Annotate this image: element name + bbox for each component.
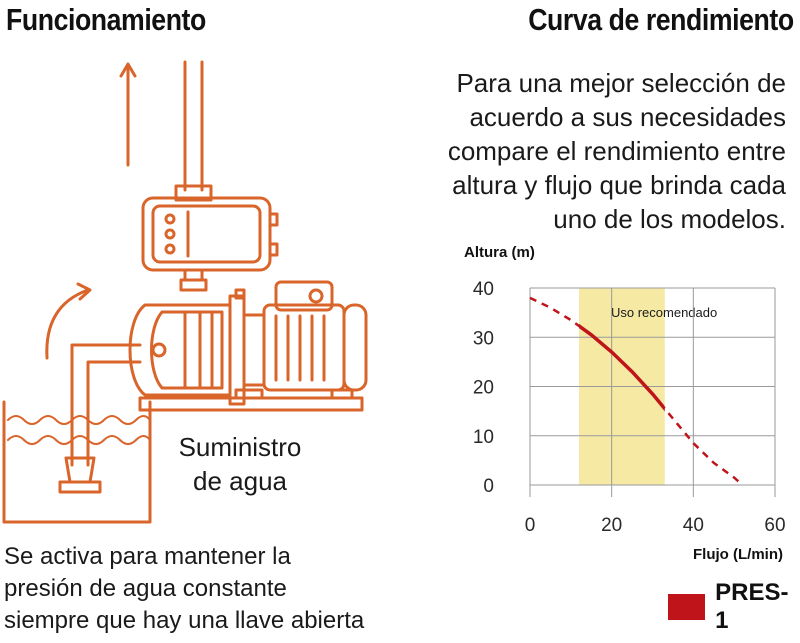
x-axis-label: Flujo (L/min) — [693, 546, 783, 563]
y-tick-label: 20 — [473, 378, 494, 399]
water-supply-label: Suministro de agua — [170, 430, 310, 498]
intro-line: Para una mejor selección de — [456, 68, 786, 98]
x-tick-label: 20 — [601, 515, 622, 536]
section-title-curva: Curva de rendimiento — [528, 2, 795, 37]
series-line-recommended — [579, 323, 665, 412]
x-tick-label: 60 — [764, 515, 785, 536]
legend-swatch — [668, 594, 706, 620]
description-line: presión de agua constante — [4, 575, 287, 602]
x-tick-label: 40 — [683, 515, 704, 536]
intro-line: uno de los modelos. — [553, 204, 786, 234]
chart-legend: PRES-1 — [668, 579, 800, 634]
legend-label: PRES-1 — [715, 579, 789, 634]
water-supply-label-line: de agua — [193, 466, 287, 496]
description-line: siempre que hay una llave abierta — [4, 607, 365, 634]
y-tick-label: 0 — [483, 476, 494, 497]
y-axis-label: Altura (m) — [464, 244, 535, 261]
y-tick-label: 30 — [473, 328, 494, 349]
water-supply-label-line: Suministro — [178, 432, 302, 462]
intro-line: altura y flujo que brinda cada — [452, 170, 786, 200]
y-tick-label: 10 — [473, 427, 494, 448]
section-title-funcionamiento: Funcionamiento — [6, 2, 206, 37]
chart-intro-text: Para una mejor selección de acuerdo a su… — [426, 66, 786, 236]
x-tick-label: 0 — [525, 515, 536, 536]
series-line-dashed — [529, 296, 744, 486]
recommended-range-label: Uso recomendado — [611, 305, 717, 320]
y-tick-label: 40 — [473, 279, 494, 300]
performance-chart: Uso recomendado 0 10 20 30 40 0 20 40 60 Altura (m… — [464, 244, 786, 563]
intro-line: compare el rendimiento entre — [447, 136, 786, 166]
pump-illustration — [2, 60, 368, 524]
function-description: Se activa para mantener la presión de ag… — [4, 541, 364, 637]
description-line: Se activa para mantener la — [4, 543, 291, 570]
intro-line: acuerdo a sus necesidades — [469, 102, 786, 132]
